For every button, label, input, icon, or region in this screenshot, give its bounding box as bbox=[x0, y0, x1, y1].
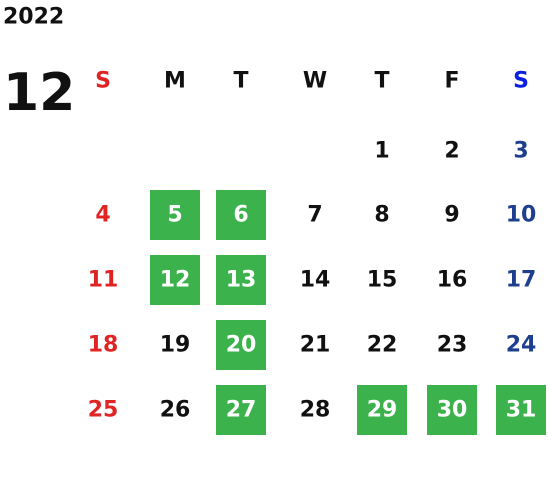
day: 13 bbox=[226, 268, 257, 293]
day: 19 bbox=[160, 333, 191, 358]
day: 15 bbox=[367, 268, 398, 293]
day: 30 bbox=[437, 398, 468, 423]
highlight bbox=[216, 190, 266, 240]
highlight bbox=[216, 320, 266, 370]
weekday-label: S bbox=[95, 69, 111, 94]
weekday-label: F bbox=[444, 69, 459, 94]
weekday-label: T bbox=[233, 69, 248, 94]
day: 2 bbox=[444, 139, 459, 164]
day: 3 bbox=[513, 139, 528, 164]
year: 2022 bbox=[3, 5, 64, 30]
day: 7 bbox=[307, 203, 322, 228]
day: 4 bbox=[95, 203, 110, 228]
day: 8 bbox=[374, 203, 389, 228]
highlight bbox=[496, 385, 546, 435]
highlight bbox=[427, 385, 477, 435]
day: 10 bbox=[506, 203, 537, 228]
highlight bbox=[216, 255, 266, 305]
day: 12 bbox=[160, 268, 191, 293]
weekday-label: M bbox=[164, 69, 186, 94]
day: 9 bbox=[444, 203, 459, 228]
day: 26 bbox=[160, 398, 191, 423]
day: 20 bbox=[226, 333, 257, 358]
day: 27 bbox=[226, 398, 257, 423]
month: 12 bbox=[3, 63, 75, 123]
day: 18 bbox=[88, 333, 119, 358]
weekday-label: W bbox=[303, 69, 327, 94]
highlight bbox=[216, 385, 266, 435]
weekday-label: S bbox=[513, 69, 529, 94]
highlight bbox=[357, 385, 407, 435]
highlight bbox=[150, 190, 200, 240]
day: 6 bbox=[233, 203, 248, 228]
day: 31 bbox=[506, 398, 537, 423]
day: 23 bbox=[437, 333, 468, 358]
day: 22 bbox=[367, 333, 398, 358]
day: 11 bbox=[88, 268, 119, 293]
day: 1 bbox=[374, 139, 389, 164]
day: 17 bbox=[506, 268, 537, 293]
day: 25 bbox=[88, 398, 119, 423]
day: 28 bbox=[300, 398, 331, 423]
day: 29 bbox=[367, 398, 398, 423]
highlight bbox=[150, 255, 200, 305]
day: 16 bbox=[437, 268, 468, 293]
day: 24 bbox=[506, 333, 537, 358]
day: 21 bbox=[300, 333, 331, 358]
day: 5 bbox=[167, 203, 182, 228]
day: 14 bbox=[300, 268, 331, 293]
weekday-label: T bbox=[374, 69, 389, 94]
